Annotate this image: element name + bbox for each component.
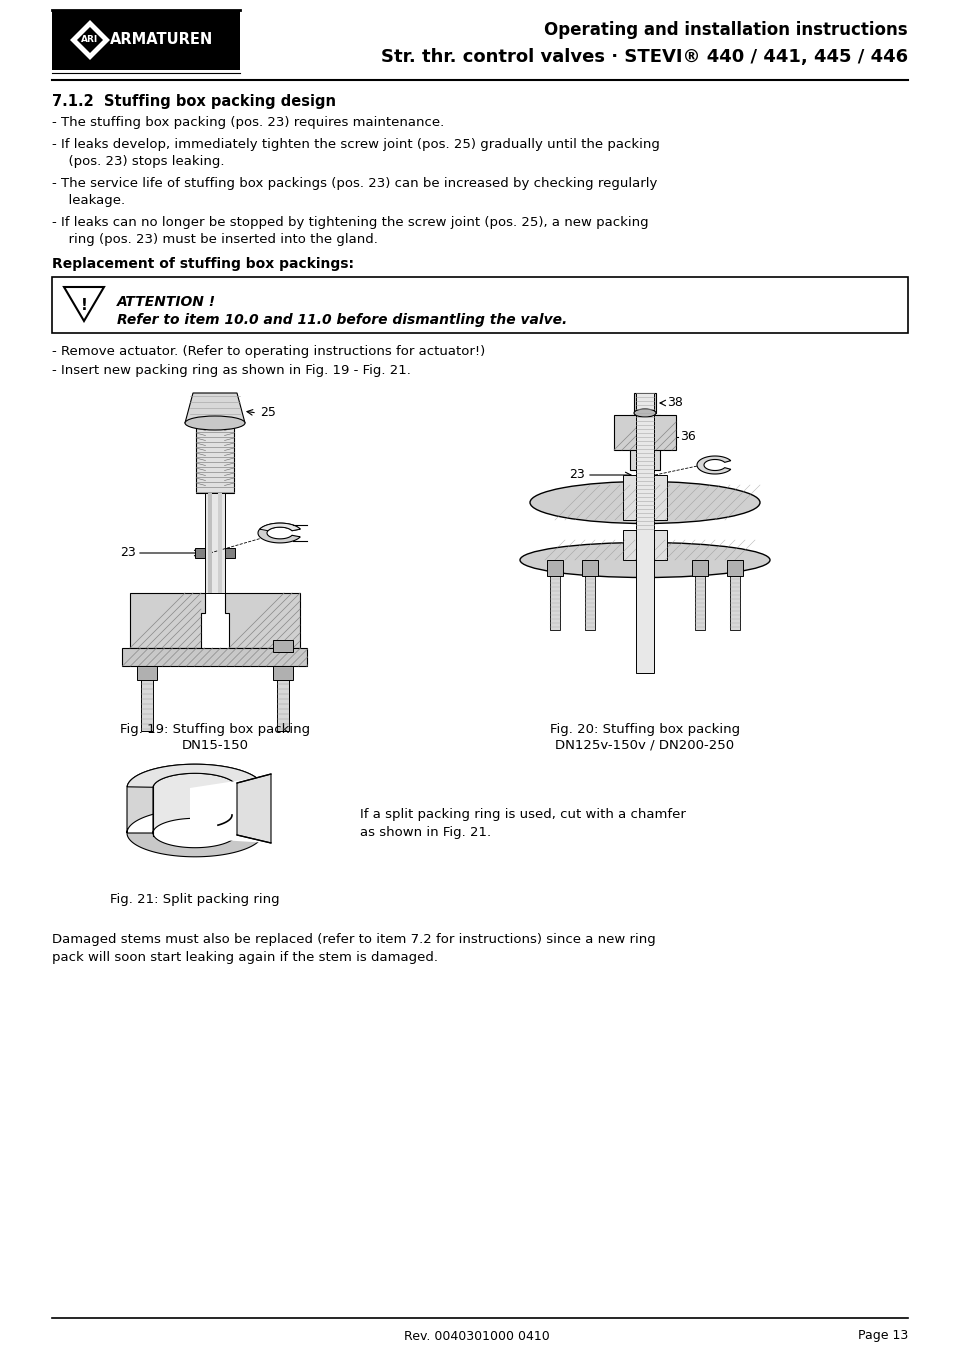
Bar: [273, 640, 293, 653]
Polygon shape: [70, 20, 110, 59]
Bar: [622, 530, 666, 561]
Text: 23: 23: [569, 469, 584, 481]
Polygon shape: [127, 765, 263, 834]
Bar: [546, 561, 562, 576]
Bar: [137, 666, 157, 680]
Polygon shape: [152, 773, 236, 834]
Text: pack will soon start leaking again if the stem is damaged.: pack will soon start leaking again if th…: [52, 951, 437, 965]
Bar: [634, 393, 656, 413]
Text: Fig. 20: Stuffing box packing: Fig. 20: Stuffing box packing: [549, 723, 740, 736]
Bar: [208, 493, 212, 593]
Text: - The service life of stuffing box packings (pos. 23) can be increased by checki: - The service life of stuffing box packi…: [52, 177, 657, 190]
Ellipse shape: [530, 481, 760, 523]
Bar: [636, 393, 654, 673]
Text: Str. thr. control valves · STEVI® 440 / 441, 445 / 446: Str. thr. control valves · STEVI® 440 / …: [380, 49, 907, 66]
Text: 36: 36: [679, 431, 695, 443]
Bar: [726, 561, 742, 576]
Bar: [218, 493, 222, 593]
Polygon shape: [76, 26, 104, 54]
Bar: [729, 561, 740, 630]
Text: ring (pos. 23) must be inserted into the gland.: ring (pos. 23) must be inserted into the…: [60, 232, 377, 246]
Bar: [141, 666, 152, 731]
Text: 25: 25: [260, 407, 275, 420]
Bar: [614, 415, 641, 450]
Text: 23: 23: [120, 547, 135, 559]
Bar: [205, 493, 225, 593]
Text: - If leaks can no longer be stopped by tightening the screw joint (pos. 25), a n: - If leaks can no longer be stopped by t…: [52, 216, 648, 230]
Bar: [273, 666, 293, 680]
Ellipse shape: [519, 543, 769, 577]
Text: ARI: ARI: [81, 35, 98, 45]
Text: Operating and installation instructions: Operating and installation instructions: [544, 22, 907, 39]
Text: Refer to item 10.0 and 11.0 before dismantling the valve.: Refer to item 10.0 and 11.0 before disma…: [117, 313, 567, 327]
Polygon shape: [64, 286, 104, 322]
Polygon shape: [257, 523, 300, 543]
Text: If a split packing ring is used, cut with a chamfer: If a split packing ring is used, cut wit…: [359, 808, 685, 821]
Bar: [629, 415, 659, 470]
Polygon shape: [236, 774, 271, 843]
Bar: [584, 561, 595, 630]
Text: as shown in Fig. 21.: as shown in Fig. 21.: [359, 825, 491, 839]
Text: Rev. 0040301000 0410: Rev. 0040301000 0410: [404, 1329, 549, 1343]
Polygon shape: [190, 775, 268, 843]
Bar: [195, 423, 233, 493]
Text: - The stuffing box packing (pos. 23) requires maintenance.: - The stuffing box packing (pos. 23) req…: [52, 116, 444, 128]
Polygon shape: [130, 593, 205, 648]
Polygon shape: [127, 765, 258, 788]
Text: ARMATUREN: ARMATUREN: [111, 32, 213, 47]
Bar: [52, 277, 907, 332]
Bar: [691, 561, 707, 576]
Polygon shape: [127, 834, 263, 857]
Text: DN125v-150v / DN200-250: DN125v-150v / DN200-250: [555, 739, 734, 753]
Bar: [194, 549, 205, 558]
Ellipse shape: [185, 416, 245, 430]
Text: - Insert new packing ring as shown in Fig. 19 - Fig. 21.: - Insert new packing ring as shown in Fi…: [52, 363, 411, 377]
Polygon shape: [697, 457, 730, 474]
Text: Replacement of stuffing box packings:: Replacement of stuffing box packings:: [52, 257, 354, 272]
Bar: [52, 9, 240, 70]
Text: 38: 38: [666, 396, 682, 409]
Polygon shape: [185, 393, 245, 423]
Bar: [647, 415, 676, 450]
Text: - If leaks develop, immediately tighten the screw joint (pos. 25) gradually unti: - If leaks develop, immediately tighten …: [52, 138, 659, 151]
Text: ATTENTION !: ATTENTION !: [117, 295, 216, 309]
Text: Damaged stems must also be replaced (refer to item 7.2 for instructions) since a: Damaged stems must also be replaced (ref…: [52, 934, 655, 946]
Polygon shape: [259, 523, 300, 531]
Bar: [276, 666, 289, 731]
Ellipse shape: [634, 409, 656, 417]
Text: (pos. 23) stops leaking.: (pos. 23) stops leaking.: [60, 155, 224, 168]
Text: 7.1.2  Stuffing box packing design: 7.1.2 Stuffing box packing design: [52, 95, 335, 109]
Polygon shape: [225, 593, 299, 648]
Bar: [550, 561, 559, 630]
Bar: [622, 476, 666, 520]
Bar: [581, 561, 598, 576]
Bar: [122, 648, 307, 666]
Bar: [225, 549, 234, 558]
Text: leakage.: leakage.: [60, 195, 125, 207]
Text: DN15-150: DN15-150: [181, 739, 248, 753]
Text: Fig. 21: Split packing ring: Fig. 21: Split packing ring: [111, 893, 279, 907]
Text: !: !: [80, 299, 88, 313]
Text: Fig. 19: Stuffing box packing: Fig. 19: Stuffing box packing: [120, 723, 310, 736]
Text: - Remove actuator. (Refer to operating instructions for actuator!): - Remove actuator. (Refer to operating i…: [52, 345, 485, 358]
Text: Page 13: Page 13: [857, 1329, 907, 1343]
Bar: [695, 561, 704, 630]
